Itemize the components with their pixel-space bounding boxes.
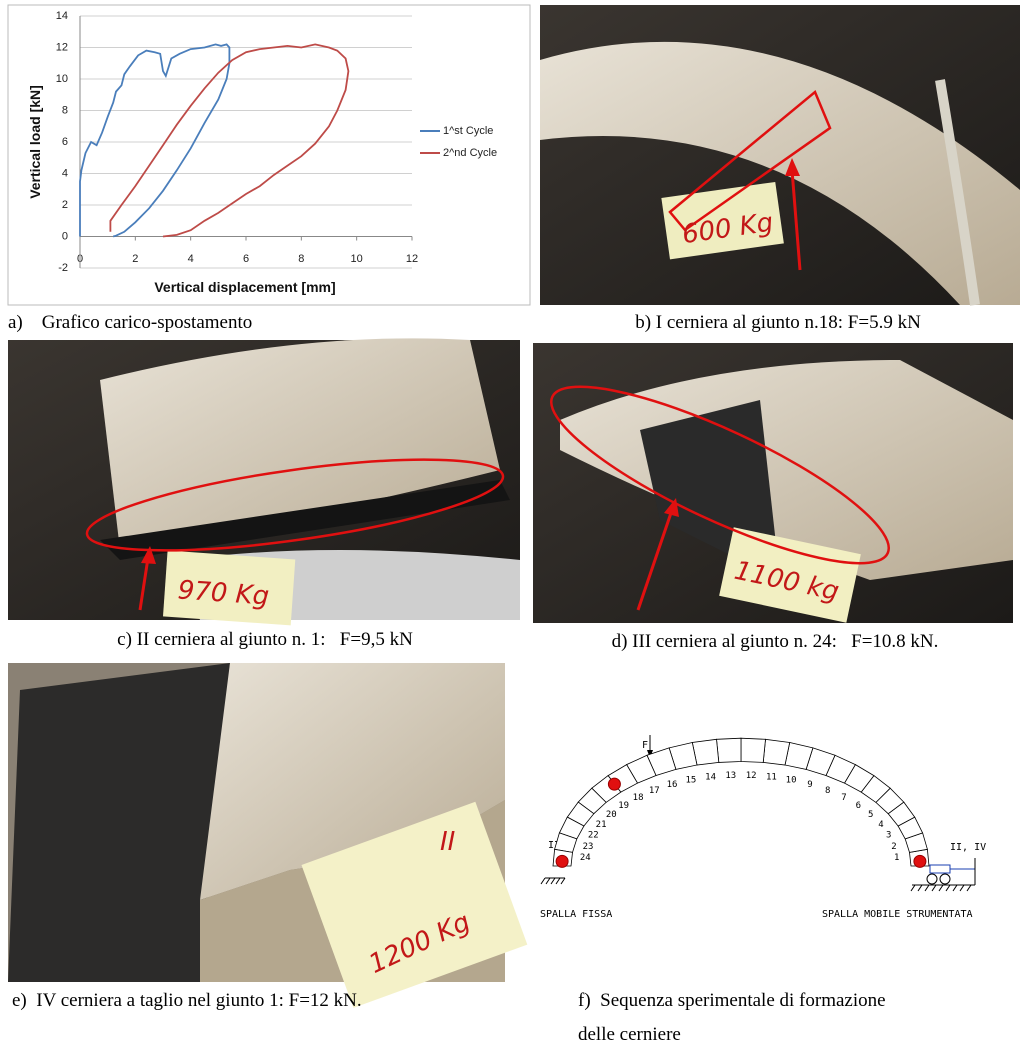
y-tick-label: 12 xyxy=(56,41,68,53)
x-tick-label: 12 xyxy=(406,253,418,265)
support-label: SPALLA MOBILE STRUMENTATA xyxy=(822,909,973,920)
caption: a) Grafico carico-spostamento xyxy=(8,312,252,333)
legend-label: 2^nd Cycle xyxy=(443,147,497,159)
voussoir xyxy=(717,738,742,762)
joint-number: 20 xyxy=(606,810,617,820)
x-tick-label: 2 xyxy=(132,253,138,265)
force-label: F xyxy=(642,740,648,751)
caption: e) IV cerniera a taglio nel giunto 1: F=… xyxy=(12,990,362,1011)
joint-number: 18 xyxy=(633,793,644,803)
y-tick-label: 4 xyxy=(62,167,68,179)
joint-number: 2 xyxy=(891,842,896,852)
hinge-diagram: SPALLA FISSA SPALLA MOBILE STRUMENTATA F… xyxy=(540,735,986,920)
joint-number: 12 xyxy=(746,771,757,781)
joint-number: 8 xyxy=(825,786,830,796)
caption: c) II cerniera al giunto n. 1: F=9,5 kN xyxy=(117,629,413,650)
voussoir xyxy=(763,739,790,765)
hinge xyxy=(914,855,926,867)
joint-number: 3 xyxy=(886,831,891,841)
joint-number: 9 xyxy=(807,780,812,790)
y-tick-label: 2 xyxy=(62,199,68,211)
hinge-label: II, IV xyxy=(950,842,986,853)
y-tick-label: 10 xyxy=(56,73,68,85)
caption: f) Sequenza sperimentale di formazione xyxy=(578,990,886,1011)
joint-number: 14 xyxy=(705,773,716,783)
x-axis-title: Vertical displacement [mm] xyxy=(154,279,335,295)
hinge xyxy=(556,855,568,867)
joint-number: 22 xyxy=(588,831,599,841)
joint-number: 13 xyxy=(725,771,736,781)
joint-number: 17 xyxy=(649,786,660,796)
y-tick-label: 8 xyxy=(62,104,68,116)
support-label: SPALLA FISSA xyxy=(540,909,612,920)
joint-number: 10 xyxy=(786,776,797,786)
joint-number: 11 xyxy=(766,773,777,783)
x-tick-label: 4 xyxy=(188,253,194,265)
hinge xyxy=(608,778,620,790)
joint-number: 1 xyxy=(894,853,899,863)
photo-e: II 1200 Kg xyxy=(8,663,527,1008)
legend-label: 1^st Cycle xyxy=(443,125,493,137)
caption: d) III cerniera al giunto n. 24: F=10.8 … xyxy=(612,631,939,652)
photo-c: 970 Kg xyxy=(8,338,520,625)
y-tick-label: -2 xyxy=(58,262,68,274)
joint-number: 24 xyxy=(580,853,591,863)
voussoir xyxy=(741,738,766,762)
joint-number: 23 xyxy=(583,842,594,852)
y-tick-label: 14 xyxy=(56,10,68,22)
y-tick-label: 6 xyxy=(62,136,68,148)
caption: b) I cerniera al giunto n.18: F=5.9 kN xyxy=(635,312,921,333)
joint-number: 19 xyxy=(618,801,629,811)
joint-number: 4 xyxy=(878,820,883,830)
caption: delle cerniere xyxy=(578,1024,681,1045)
y-tick-label: 0 xyxy=(62,230,68,242)
joint-number: 15 xyxy=(685,776,696,786)
joint-number: 16 xyxy=(667,780,678,790)
photo-note: II xyxy=(440,827,455,857)
x-tick-label: 6 xyxy=(243,253,249,265)
joint-number: 5 xyxy=(868,810,873,820)
joint-number: 7 xyxy=(841,793,846,803)
photo-b: 600 Kg xyxy=(540,5,1020,305)
photo-note: 970 Kg xyxy=(177,575,270,611)
joint-number: 21 xyxy=(596,820,607,830)
photo-d: 1100 kg xyxy=(533,343,1013,623)
y-axis-title: Vertical load [kN] xyxy=(27,85,43,199)
joint-number: 6 xyxy=(856,801,861,811)
x-tick-label: 8 xyxy=(298,253,304,265)
x-tick-label: 10 xyxy=(351,253,363,265)
figure: Vertical displacement [mm] Vertical load… xyxy=(0,0,1022,1054)
